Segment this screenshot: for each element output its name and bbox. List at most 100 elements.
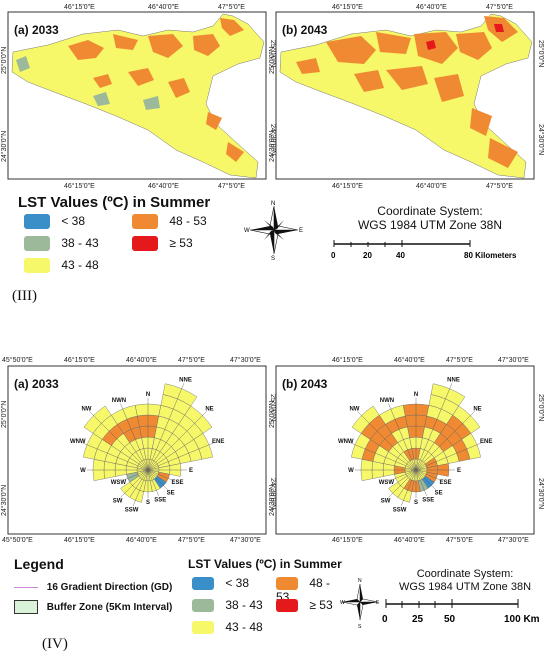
tick-label: 46°40'0"E [416, 3, 447, 11]
region-hot-patches [68, 18, 244, 162]
tick-label: 47°30'0"E [230, 536, 261, 544]
tick-label: 46°15'0"E [64, 356, 95, 364]
gradient-direction-line [415, 469, 427, 496]
direction-label: ENE [480, 439, 492, 445]
direction-label: NWN [380, 398, 394, 404]
tick-label: 45°50'0"E [2, 536, 33, 544]
tick-label: 25°0'0"N [0, 47, 8, 74]
direction-label: S [414, 500, 418, 506]
tick-label: 24°30'0"N [537, 478, 545, 509]
direction-label: ENE [212, 439, 224, 445]
legend-swatch [276, 577, 298, 591]
direction-label: ESE [172, 480, 184, 486]
direction-label: WNW [70, 439, 86, 445]
tick-label: 47°5'0"E [446, 356, 473, 364]
tick-label: 24°30'0"N [268, 131, 276, 162]
map-3a: (a) 2033 46°15'0"E 46°40'0"E 47°5'0"E 46… [0, 3, 277, 190]
legend-swatch [192, 599, 214, 613]
compass-s: S [271, 256, 275, 260]
tick-label: 47°5'0"E [486, 182, 513, 190]
tick-label: 24°30'0"N [537, 124, 545, 155]
scale-tick: 40 [396, 251, 405, 260]
scale-tick: 100 Km [504, 614, 540, 625]
tick-label: 46°40'0"E [148, 182, 179, 190]
legend-swatch [132, 236, 158, 252]
tick-label: 47°5'0"E [178, 536, 205, 544]
gradient-direction-line [349, 442, 417, 471]
scale-tick: 80 Kilometers [464, 251, 517, 260]
tick-label: 46°40'0"E [416, 182, 447, 190]
gradient-direction-line [388, 469, 417, 498]
tick-label: 46°15'0"E [332, 536, 363, 544]
tick-label: 46°15'0"E [332, 356, 363, 364]
direction-label: ESE [440, 480, 452, 486]
tick-label: 25°0'0"N [268, 47, 276, 74]
direction-label: SE [435, 491, 443, 497]
legend-swatch [192, 577, 214, 591]
tick-label: 46°40'0"E [126, 536, 157, 544]
coord-line: WGS 1984 UTM Zone 38N [357, 218, 503, 232]
tick-label: 24°30'0"N [0, 131, 8, 162]
gradient-direction-line [81, 442, 149, 471]
gradient-direction-line [147, 469, 174, 481]
map-title: (b) 2043 [282, 377, 328, 391]
region-cool-patches [16, 56, 160, 110]
tick-label: 47°5'0"E [218, 182, 245, 190]
tick-label: 46°40'0"E [148, 3, 179, 11]
direction-label: WSW [111, 480, 127, 486]
gradient-direction-line [120, 403, 149, 471]
direction-label: SSW [393, 508, 407, 514]
gradient-direction-line [147, 469, 168, 490]
tick-label: 46°15'0"E [64, 182, 95, 190]
direction-label: N [414, 392, 418, 398]
tick-label: 25°0'0"N [269, 394, 277, 421]
direction-label: NNE [447, 377, 460, 383]
tick-label: 47°30'0"E [498, 356, 529, 364]
north-arrow-compass: N S E W [244, 201, 303, 260]
direction-label: SW [113, 498, 123, 504]
tick-label: 25°0'0"N [0, 401, 8, 428]
coord-line: WGS 1984 UTM Zone 38N [398, 581, 532, 593]
direction-label: NNE [179, 377, 192, 383]
tick-label: 46°40'0"E [126, 356, 157, 364]
direction-label: W [348, 468, 354, 474]
tick-label: 24°30'0"N [269, 478, 277, 509]
legend-swatch [276, 599, 298, 613]
buffer-cell [162, 383, 198, 407]
gradient-direction-line [89, 411, 149, 471]
map-title: (b) 2043 [282, 23, 328, 37]
buffer-cell [193, 433, 213, 460]
direction-label: NWN [112, 398, 126, 404]
section3-maps: (a) 2033 46°15'0"E 46°40'0"E 47°5'0"E 46… [0, 3, 545, 190]
direction-label: WSW [379, 480, 395, 486]
legend-label: < 38 [225, 576, 250, 590]
buffer-swatch [14, 600, 38, 614]
legend-label: 43 - 48 [225, 620, 263, 634]
gradient-direction-line [132, 469, 149, 507]
direction-label: E [189, 468, 193, 474]
legend4-gd: 16 Gradient Direction (GD) [14, 582, 172, 593]
legend3-item: 43 - 48 [24, 258, 99, 274]
scale-tick: 25 [412, 614, 424, 625]
compass-e: E [376, 600, 380, 606]
tick-label: 24°30'0"N [268, 485, 276, 516]
gradient-direction-line [390, 469, 417, 481]
compass-e: E [299, 228, 303, 234]
map-title: (a) 2033 [14, 377, 59, 391]
direction-label: NW [349, 406, 359, 412]
legend3-title: LST Values (ºC) in Summer [18, 194, 211, 211]
buffer-cell [430, 383, 466, 407]
legend-swatch [192, 621, 214, 635]
gradient-direction-line [415, 442, 483, 471]
gradient-direction-line [147, 442, 215, 471]
legend-label: ≥ 53 [169, 236, 193, 250]
gradient-direction-line [415, 411, 475, 471]
legend4-item: 38 - 43 [192, 598, 263, 613]
direction-label: NE [473, 406, 481, 412]
gradient-direction-line [415, 469, 436, 490]
gradient-direction-line [122, 469, 149, 481]
gradient-direction-line [147, 383, 185, 471]
